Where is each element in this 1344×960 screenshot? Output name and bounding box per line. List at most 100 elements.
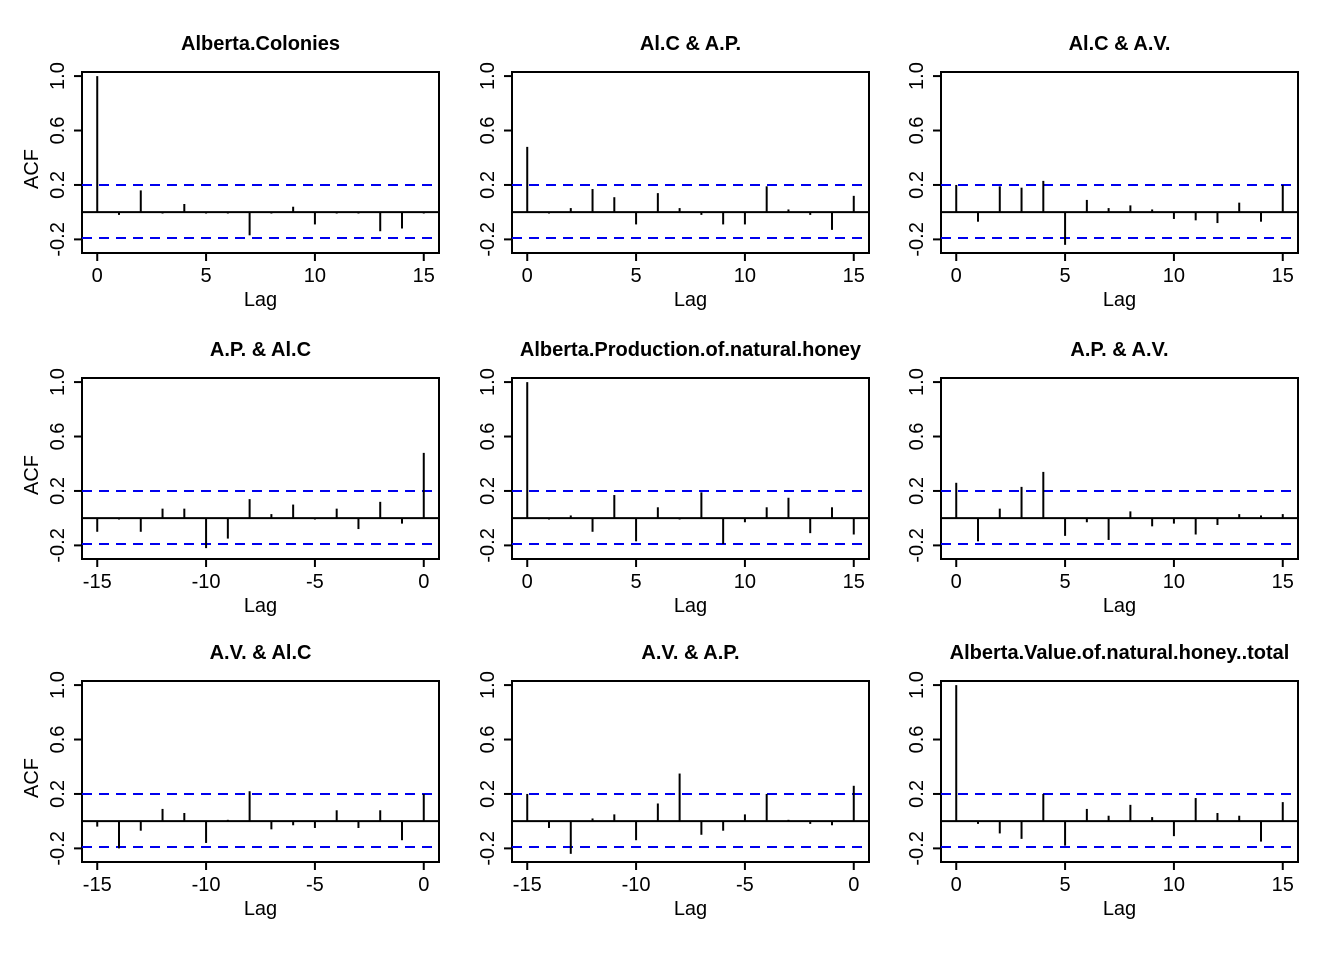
x-tick-label: 10	[1163, 571, 1185, 593]
acf-panel-6: A.P. & A.V. 0 5 10 15 Lag -0.2 0.2 0.6 1.0	[906, 339, 1299, 617]
x-axis-label: Lag	[244, 289, 277, 311]
x-tick-label: -5	[306, 571, 324, 593]
y-tick-label: 1.0	[906, 671, 928, 699]
x-tick-label: 5	[631, 265, 642, 287]
y-tick-label: 0.6	[47, 423, 69, 451]
x-tick-label: 0	[92, 265, 103, 287]
x-tick-label: -15	[513, 874, 542, 896]
y-tick-label: 0.2	[906, 171, 928, 199]
acf-panel-7: A.V. & Al.C -15 -10 -5 0 Lag -0.2 0.2 0.6 1.0 ACF	[21, 642, 440, 920]
x-tick-label: 5	[1060, 874, 1071, 896]
y-tick-label: 0.6	[47, 117, 69, 145]
y-tick-label: 0.6	[906, 117, 928, 145]
acf-panel-1: Alberta.Colonies 0 5 10 15 Lag -0.2 0.2 0.6 1.0 AC…	[21, 33, 440, 311]
plot-frame	[81, 71, 440, 254]
y-tick-label: -0.2	[477, 222, 499, 256]
y-tick-label: 0.6	[477, 423, 499, 451]
x-tick-label: 0	[522, 265, 533, 287]
x-tick-label: 0	[418, 571, 429, 593]
y-tick-label: 1.0	[47, 671, 69, 699]
x-axis-label: Lag	[1103, 595, 1136, 617]
x-tick-label: 10	[1163, 265, 1185, 287]
y-tick-label: 0.2	[47, 477, 69, 505]
x-tick-label: 10	[304, 265, 326, 287]
y-tick-label: -0.2	[906, 831, 928, 865]
x-tick-label: -15	[83, 571, 112, 593]
x-tick-label: 0	[522, 571, 533, 593]
plot-frame	[940, 680, 1299, 863]
y-tick-label: -0.2	[906, 222, 928, 256]
acf-panel-4: A.P. & Al.C -15 -10 -5 0 Lag -0.2 0.2 0.6 1.0 ACF	[21, 339, 440, 617]
y-tick-label: -0.2	[477, 528, 499, 562]
x-tick-label: 15	[413, 265, 435, 287]
y-tick-label: 0.2	[47, 171, 69, 199]
x-tick-label: 15	[1272, 571, 1294, 593]
y-tick-label: 1.0	[47, 368, 69, 396]
x-tick-label: 15	[1272, 265, 1294, 287]
x-tick-label: 0	[418, 874, 429, 896]
y-tick-label: 0.2	[477, 477, 499, 505]
y-tick-label: 0.2	[477, 780, 499, 808]
panel-title: A.P. & A.V.	[1070, 339, 1168, 361]
plot-frame	[511, 71, 870, 254]
y-tick-label: -0.2	[477, 831, 499, 865]
x-tick-label: 10	[1163, 874, 1185, 896]
x-axis-label: Lag	[674, 595, 707, 617]
y-tick-label: 0.6	[47, 726, 69, 754]
panel-title: Al.C & A.V.	[1069, 33, 1171, 55]
plot-frame	[940, 71, 1299, 254]
panel-title: Alberta.Value.of.natural.honey..total	[950, 642, 1290, 664]
y-tick-label: 0.2	[906, 780, 928, 808]
x-axis-label: Lag	[1103, 289, 1136, 311]
y-tick-label: 0.2	[47, 780, 69, 808]
x-tick-label: 10	[734, 571, 756, 593]
plot-frame	[511, 680, 870, 863]
x-tick-label: 15	[843, 571, 865, 593]
panel-title: Alberta.Colonies	[181, 33, 340, 55]
x-tick-label: 15	[843, 265, 865, 287]
x-tick-label: 0	[848, 874, 859, 896]
plot-frame	[940, 377, 1299, 560]
y-tick-label: 0.6	[906, 423, 928, 451]
y-tick-label: -0.2	[47, 222, 69, 256]
y-tick-label: 1.0	[477, 62, 499, 90]
panel-title: Al.C & A.P.	[640, 33, 741, 55]
acf-panel-5: Alberta.Production.of.natural.honey 0 5 10 1…	[477, 339, 870, 617]
y-tick-label: 0.2	[906, 477, 928, 505]
x-axis-label: Lag	[674, 898, 707, 920]
y-tick-label: -0.2	[906, 528, 928, 562]
y-tick-label: 0.6	[477, 117, 499, 145]
x-tick-label: 5	[201, 265, 212, 287]
y-tick-label: 1.0	[906, 62, 928, 90]
y-axis-label: ACF	[21, 758, 43, 798]
y-tick-label: 1.0	[47, 62, 69, 90]
panel-title: A.V. & Al.C	[210, 642, 312, 664]
x-tick-label: 0	[951, 571, 962, 593]
acf-panel-9: Alberta.Value.of.natural.honey..total 0 5 1…	[906, 642, 1299, 920]
acf-panel-2: Al.C & A.P. 0 5 10 15 Lag -0.2 0.2 0.6 1.0	[477, 33, 870, 311]
y-tick-label: -0.2	[47, 831, 69, 865]
x-tick-label: -10	[622, 874, 651, 896]
y-tick-label: 1.0	[477, 368, 499, 396]
plot-frame	[81, 680, 440, 863]
x-tick-label: 5	[1060, 265, 1071, 287]
panel-title: Alberta.Production.of.natural.honey	[520, 339, 862, 361]
x-axis-label: Lag	[1103, 898, 1136, 920]
x-tick-label: 5	[631, 571, 642, 593]
x-tick-label: -10	[192, 874, 221, 896]
y-axis-label: ACF	[21, 455, 43, 495]
x-axis-label: Lag	[244, 898, 277, 920]
x-tick-label: -5	[306, 874, 324, 896]
x-tick-label: -10	[192, 571, 221, 593]
x-tick-label: 15	[1272, 874, 1294, 896]
panel-title: A.P. & Al.C	[210, 339, 311, 361]
y-tick-label: -0.2	[47, 528, 69, 562]
y-tick-label: 1.0	[906, 368, 928, 396]
y-tick-label: 0.6	[906, 726, 928, 754]
acf-panel-3: Al.C & A.V. 0 5 10 15 Lag -0.2 0.2 0.6 1.0	[906, 33, 1299, 311]
acf-panel-8: A.V. & A.P. -15 -10 -5 0 Lag -0.2 0.2 0.6 1.0	[477, 642, 870, 920]
y-axis-label: ACF	[21, 149, 43, 189]
x-axis-label: Lag	[244, 595, 277, 617]
